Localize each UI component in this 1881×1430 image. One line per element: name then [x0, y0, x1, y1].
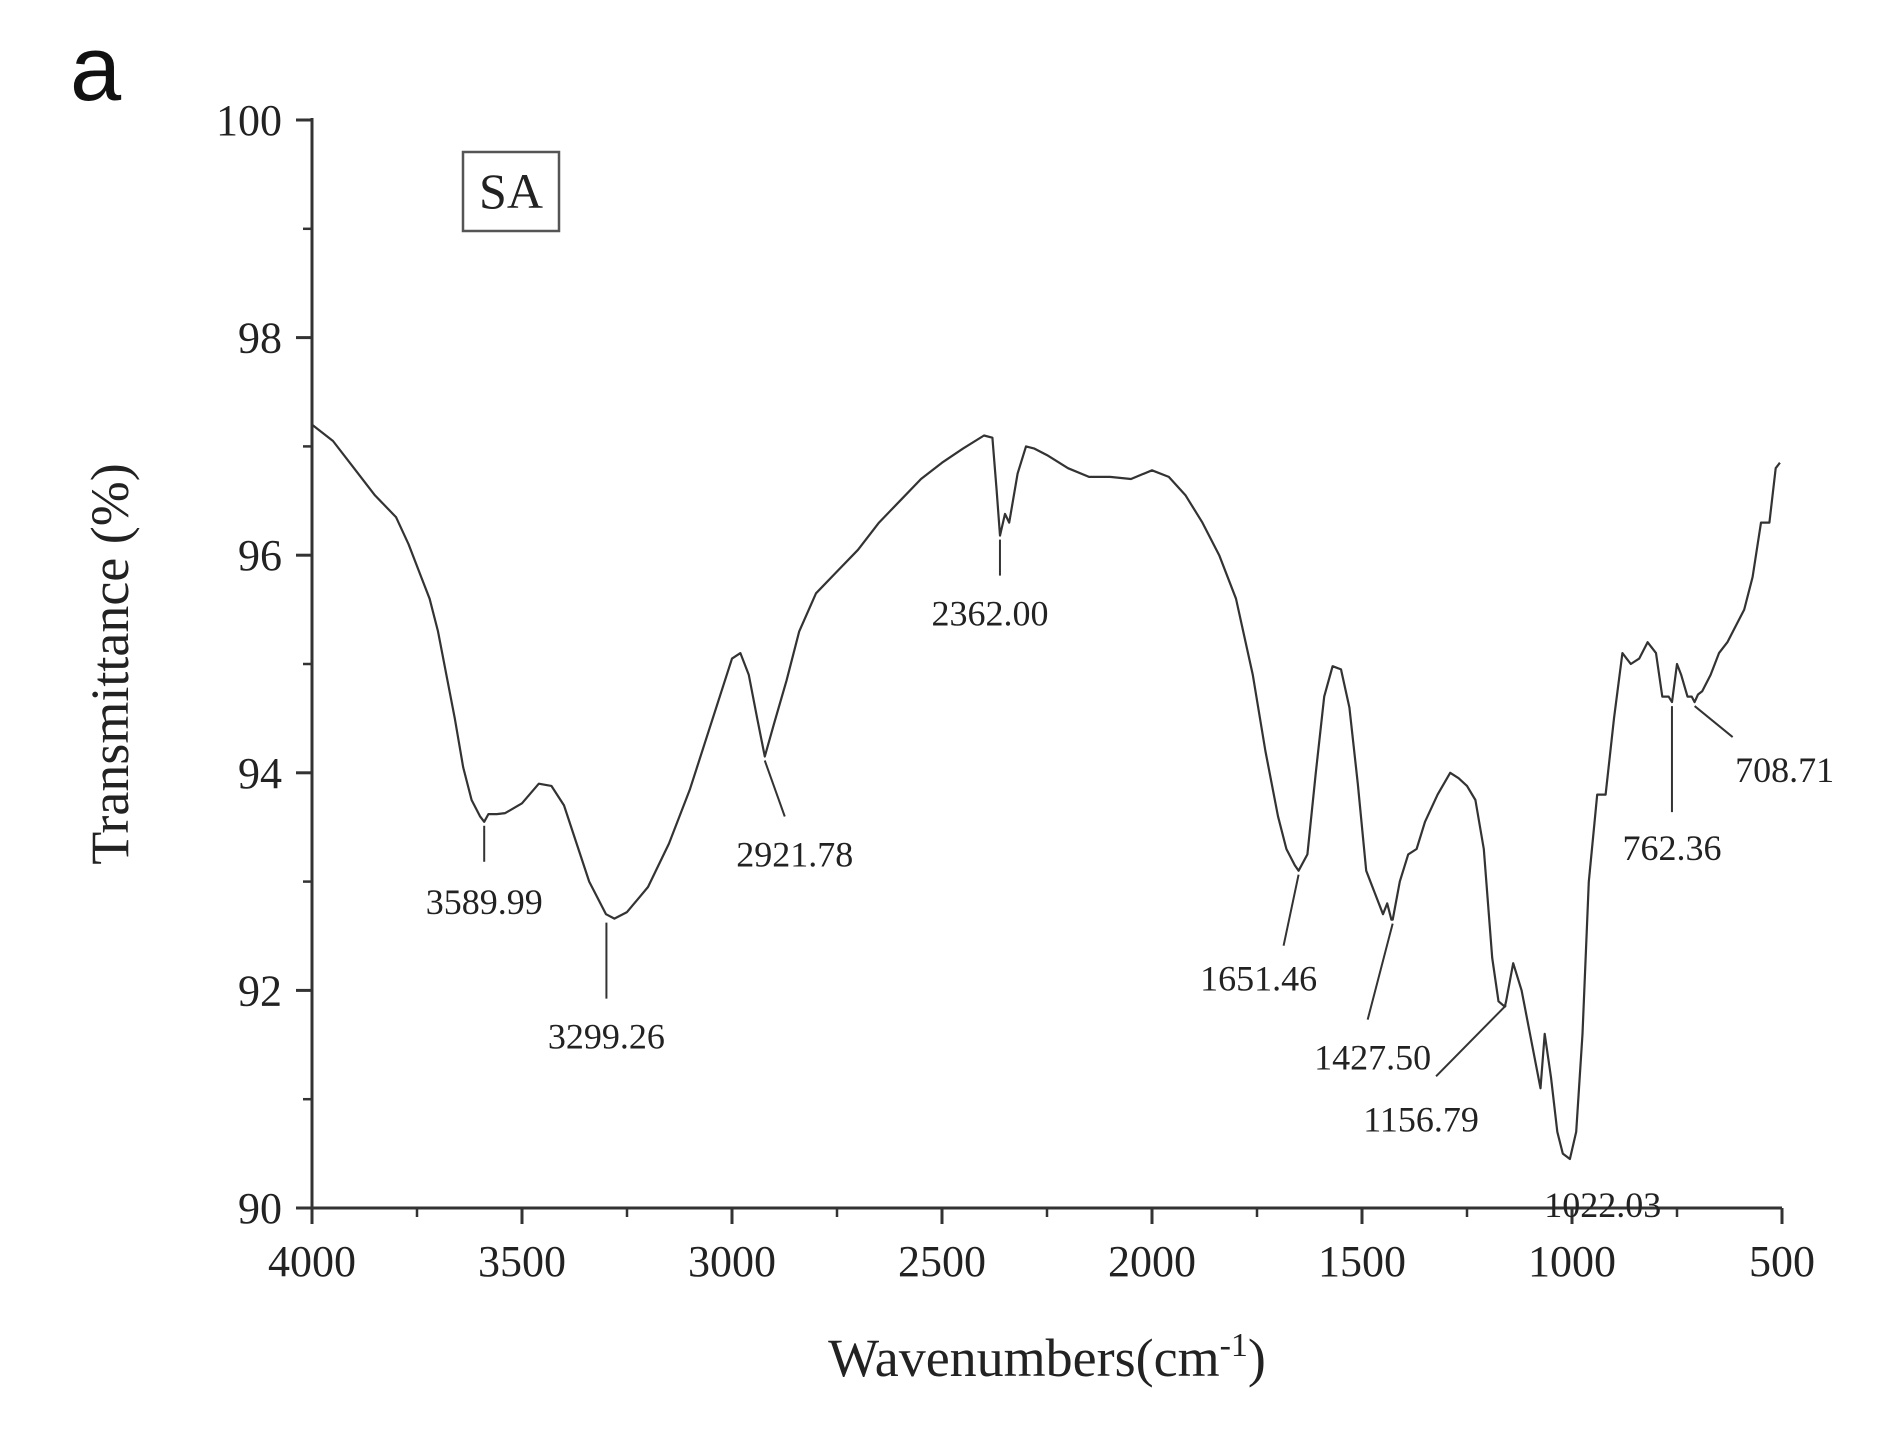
peak-annotations: 3589.99 3299.26 2921.78 2362.00 1651.46 1427.…	[426, 539, 1834, 1225]
y-tick-label: 100	[216, 96, 282, 145]
peak-annotation: 2362.00	[931, 539, 1048, 634]
legend-label: SA	[479, 163, 543, 219]
x-tick-label: 1500	[1318, 1237, 1406, 1286]
spectrum-line	[311, 423, 1781, 1161]
peak-label: 1156.79	[1363, 1099, 1479, 1139]
peak-annotation: 1427.50	[1314, 923, 1431, 1078]
peak-annotation: 1022.03	[1544, 1185, 1661, 1225]
x-tick-label: 500	[1749, 1237, 1815, 1286]
y-axis-title: Transmittance (%)	[80, 463, 140, 864]
peak-label: 762.36	[1622, 828, 1721, 868]
peak-annotation: 1156.79	[1363, 1004, 1507, 1139]
axes	[310, 118, 1782, 1210]
x-axis-title-close: )	[1248, 1328, 1266, 1388]
peak-leader-line	[1435, 1004, 1507, 1077]
peak-leader-line	[1282, 874, 1300, 946]
y-tick-label: 92	[238, 966, 282, 1015]
peak-label: 1427.50	[1314, 1038, 1431, 1078]
x-tick-label: 3500	[478, 1237, 566, 1286]
peak-label: 3589.99	[426, 882, 543, 922]
peak-leader-line	[1694, 705, 1734, 738]
x-tick-label: 2000	[1108, 1237, 1196, 1286]
y-tick-label: 98	[238, 314, 282, 363]
peak-leader-line	[1366, 923, 1394, 1020]
peak-label: 2921.78	[736, 834, 853, 874]
y-tick-label: 90	[238, 1184, 282, 1233]
peak-label: 3299.26	[548, 1017, 665, 1057]
x-tick-label: 3000	[688, 1237, 776, 1286]
peak-annotation: 1651.46	[1200, 874, 1317, 999]
peak-annotation: 3299.26	[548, 922, 665, 1057]
legend-box: SA	[461, 150, 561, 233]
peak-annotation: 708.71	[1694, 705, 1834, 790]
peak-annotation: 2921.78	[736, 760, 853, 874]
peak-label: 1651.46	[1200, 959, 1317, 999]
x-axis-title-main: Wavenumbers(cm	[828, 1328, 1220, 1388]
panel-label: a	[70, 18, 122, 120]
x-axis-title-superscript: -1	[1220, 1327, 1248, 1364]
y-tick-label: 94	[238, 749, 282, 798]
x-tick-label: 4000	[268, 1237, 356, 1286]
peak-label: 2362.00	[931, 594, 1048, 634]
peak-label: 708.71	[1735, 750, 1834, 790]
x-axis-title: Wavenumbers(cm-1)	[828, 1327, 1266, 1388]
x-tick-label: 1000	[1528, 1237, 1616, 1286]
peak-label: 1022.03	[1544, 1185, 1661, 1225]
peak-annotation: 3589.99	[426, 825, 543, 922]
y-ticks: 90 92 94 96 98 100	[216, 96, 312, 1233]
x-tick-label: 2500	[898, 1237, 986, 1286]
y-tick-label: 96	[238, 531, 282, 580]
peak-annotation: 762.36	[1622, 706, 1721, 868]
peak-leader-line	[763, 760, 786, 817]
x-ticks: 4000 3500 3000 2500 2000 1500 1000 500	[268, 1208, 1815, 1286]
legend-frame	[461, 150, 561, 233]
